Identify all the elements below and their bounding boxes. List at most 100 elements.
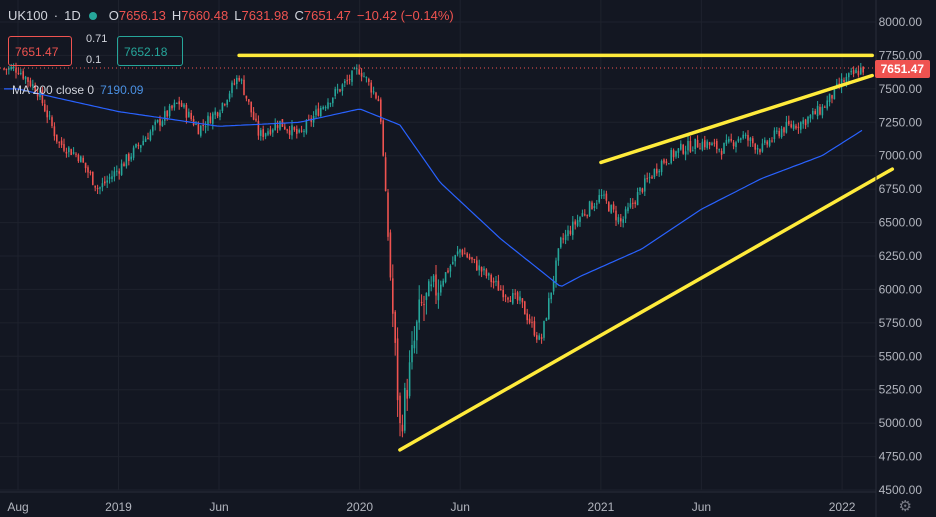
candle-body — [195, 124, 197, 126]
candle-body — [502, 289, 504, 298]
candle-body — [593, 206, 596, 209]
candle-body — [190, 112, 192, 120]
time-tick-label: Jun — [451, 500, 470, 514]
candle-body — [665, 161, 668, 164]
candle-body — [586, 215, 588, 217]
candle-body — [648, 177, 651, 179]
candle-body — [120, 163, 123, 175]
candle-body — [171, 105, 173, 109]
candle-body — [202, 125, 204, 127]
candle-body — [274, 123, 276, 131]
candle-body — [358, 69, 360, 75]
price-tick-label: 7000.00 — [879, 149, 923, 163]
candle-body — [860, 67, 862, 75]
sell-button[interactable]: 7651.47 — [8, 36, 72, 66]
candle-body — [173, 102, 176, 108]
buy-button[interactable]: 7652.18 — [117, 36, 183, 66]
candle-body — [804, 119, 807, 126]
close-label: C — [294, 8, 304, 23]
candle-body — [178, 101, 180, 105]
candle-body — [620, 218, 622, 222]
candle-body — [360, 72, 363, 77]
gear-icon[interactable]: ⚙ — [898, 498, 912, 515]
candle-body — [300, 130, 303, 132]
candle-body — [255, 118, 257, 121]
candle-body — [401, 424, 404, 432]
candle-body — [596, 203, 598, 205]
candle-body — [852, 70, 855, 75]
candle-body — [372, 91, 375, 93]
candle-body — [24, 76, 27, 80]
candle-body — [521, 298, 524, 303]
candle-body — [807, 116, 809, 124]
candle-body — [423, 304, 425, 306]
candle-body — [723, 143, 725, 154]
candle-body — [200, 125, 202, 136]
candle-body — [392, 278, 394, 314]
candle-body — [89, 171, 92, 174]
candle-body — [567, 230, 569, 236]
candle-body — [855, 69, 857, 74]
symbol-name[interactable]: UK100 — [8, 8, 48, 23]
candle-body — [442, 280, 444, 286]
candle-body — [718, 149, 720, 151]
candle-body — [20, 72, 22, 74]
price-tick-label: 7250.00 — [879, 115, 923, 129]
candle-body — [680, 143, 682, 150]
candle-body — [449, 265, 452, 272]
candle-body — [363, 76, 365, 78]
price-tick-label: 5500.00 — [879, 349, 923, 363]
candle-body — [272, 129, 274, 133]
candle-body — [128, 153, 130, 161]
candle-body — [305, 120, 308, 133]
candle-body — [622, 219, 624, 223]
candle-body — [742, 134, 744, 139]
time-axis[interactable]: Aug 2019 Jun 2020 Jun 2021 Jun 2022 — [7, 500, 855, 514]
candle-body — [252, 111, 255, 120]
candle-body — [689, 140, 692, 152]
candle-body — [288, 130, 291, 135]
candle-body — [754, 143, 756, 150]
candle-body — [495, 280, 497, 282]
candle-body — [528, 318, 531, 323]
candle-body — [579, 217, 581, 222]
candle-body — [399, 395, 401, 424]
candle-body — [368, 78, 370, 82]
candle-body — [164, 111, 166, 121]
candle-body — [437, 292, 440, 301]
candle-body — [550, 292, 552, 300]
candle-body — [526, 313, 528, 321]
candle-body — [473, 258, 476, 260]
candle-body — [790, 124, 792, 128]
candle-body — [519, 296, 521, 301]
candle-body — [65, 151, 68, 154]
candle-body — [600, 194, 603, 197]
candle-body — [10, 66, 12, 70]
candle-body — [562, 238, 564, 240]
candle-body — [610, 204, 612, 213]
candle-body — [507, 297, 509, 300]
price-tick-label: 7750.00 — [879, 48, 923, 62]
candle-body — [87, 167, 89, 173]
candle-body — [140, 145, 142, 148]
candle-body — [183, 104, 185, 108]
candle-body — [569, 230, 572, 235]
time-tick-label: 2020 — [346, 500, 373, 514]
ma-legend[interactable]: MA 200 close 0 7190.09 — [12, 83, 143, 97]
price-axis[interactable]: 8000.00 7750.00 7500.00 7250.00 7000.00 6750.… — [879, 15, 923, 497]
trendlines[interactable] — [237, 53, 895, 452]
candle-body — [291, 125, 293, 136]
candle-body — [713, 142, 716, 144]
spread-bottom: 0.1 — [86, 54, 102, 66]
candle-body — [540, 337, 543, 339]
candle-body — [826, 100, 828, 109]
candle-body — [332, 97, 334, 104]
candle-body — [636, 192, 639, 206]
candle-body — [298, 129, 300, 133]
candle-body — [478, 265, 480, 271]
candle-body — [96, 188, 99, 190]
timeframe[interactable]: 1D — [64, 8, 81, 23]
price-tick-label: 6250.00 — [879, 249, 923, 263]
candle-body — [800, 122, 802, 130]
